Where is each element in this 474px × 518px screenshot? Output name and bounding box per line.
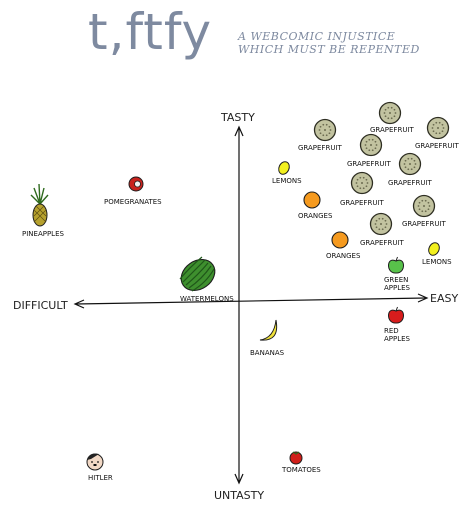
vertical-axis-arrow-top: [234, 125, 244, 137]
pineapple-icon: [30, 183, 49, 227]
fruit-mark: WATERMELONS: [179, 256, 234, 303]
fruit-mark: ORANGES: [326, 231, 361, 260]
watermelon-icon: [179, 256, 216, 292]
grapefruit-icon: [369, 212, 393, 236]
fruit-label: GRAPEFRUIT: [340, 199, 385, 207]
hitler-face-icon: [86, 453, 104, 471]
grapefruit-icon: [378, 101, 402, 125]
fruit-mark: TOMATOES: [281, 451, 321, 474]
orange-icon: [303, 191, 321, 209]
banana-icon: [259, 319, 278, 341]
axes: [73, 125, 429, 485]
fruit-label: GRAPEFRUIT: [347, 160, 392, 168]
fruit-label: GRAPEFRUIT: [388, 179, 433, 187]
fruit-label: GRAPEFRUIT: [415, 142, 460, 150]
fruit-label: POMEGRANATES: [104, 198, 162, 206]
fruit-mark: POMEGRANATES: [104, 176, 162, 206]
fruit-label: GREEN APPLES: [384, 276, 411, 292]
grapefruit-icon: [350, 171, 374, 195]
fruit-label: GRAPEFRUIT: [298, 144, 343, 152]
fruit-mark: GRAPEFRUIT: [340, 171, 385, 207]
fruit-mark: LEMONS: [422, 242, 452, 266]
orange-icon: [331, 231, 349, 249]
fruit-mark: GRAPEFRUIT: [360, 212, 405, 247]
fruit-label: ORANGES: [326, 252, 361, 260]
green-apple-icon: [388, 256, 404, 274]
fruit-label: HITLER: [88, 474, 113, 482]
fruit-mark: PINEAPPLES: [22, 183, 64, 238]
fruit-mark: GRAPEFRUIT: [415, 116, 460, 150]
fruit-label: LEMONS: [422, 258, 452, 266]
grapefruit-icon: [313, 118, 337, 142]
fruit-mark: BANANAS: [250, 319, 285, 357]
fruit-label: RED APPLES: [384, 327, 411, 343]
fruit-label: TOMATOES: [281, 466, 321, 474]
fruit-mark: GRAPEFRUIT: [347, 133, 392, 168]
fruit-mark: HITLER: [86, 453, 113, 482]
fruit-label: PINEAPPLES: [22, 230, 64, 238]
lemon-icon: [278, 161, 290, 175]
fruit-label: GRAPEFRUIT: [370, 126, 415, 134]
horizontal-axis-arrow-left: [73, 299, 85, 309]
grapefruit-icon: [359, 133, 383, 157]
tomato-icon: [289, 451, 303, 465]
fruit-label: LEMONS: [272, 177, 302, 185]
lemon-icon: [428, 242, 440, 256]
fruit-label: BANANAS: [250, 349, 285, 357]
fruit-mark: GRAPEFRUIT: [388, 152, 433, 187]
fruit-mark: GREEN APPLES: [384, 256, 411, 292]
axis-label-bottom: Untasty: [214, 489, 265, 502]
subtitle-line-2: which must be repented: [238, 43, 420, 56]
horizontal-axis-arrow-right: [417, 293, 429, 303]
fruit-mark: GRAPEFRUIT: [370, 101, 415, 134]
grapefruit-icon: [412, 194, 436, 218]
fruit-label: WATERMELONS: [180, 295, 234, 303]
fruit-mark: GRAPEFRUIT: [298, 118, 343, 152]
comic-title: t,ftfy: [88, 3, 213, 61]
axis-label-left: Difficult: [13, 299, 68, 312]
fruit-mark: GRAPEFRUIT: [402, 194, 447, 228]
subtitle-line-1: A webcomic injustice: [238, 30, 396, 43]
fruit-marks: GRAPEFRUITGRAPEFRUITGRAPEFRUITGRAPEFRUIT…: [22, 101, 460, 482]
pomegranate-icon: [128, 176, 144, 192]
axis-label-right: Easy: [430, 292, 459, 305]
horizontal-axis: [75, 297, 427, 305]
fruit-label: GRAPEFRUIT: [360, 239, 405, 247]
axis-label-top: Tasty: [221, 111, 255, 124]
fruit-mark: ORANGES: [298, 191, 333, 220]
comic-subtitle: A webcomic injustice which must be repen…: [238, 30, 458, 56]
red-apple-icon: [388, 306, 404, 324]
grapefruit-icon: [426, 116, 450, 140]
fruit-label: GRAPEFRUIT: [402, 220, 447, 228]
fruit-label: ORANGES: [298, 212, 333, 220]
vertical-axis-arrow-bottom: [234, 473, 244, 485]
grapefruit-icon: [398, 152, 422, 176]
fruit-mark: LEMONS: [272, 161, 302, 185]
fruit-mark: RED APPLES: [384, 306, 411, 343]
